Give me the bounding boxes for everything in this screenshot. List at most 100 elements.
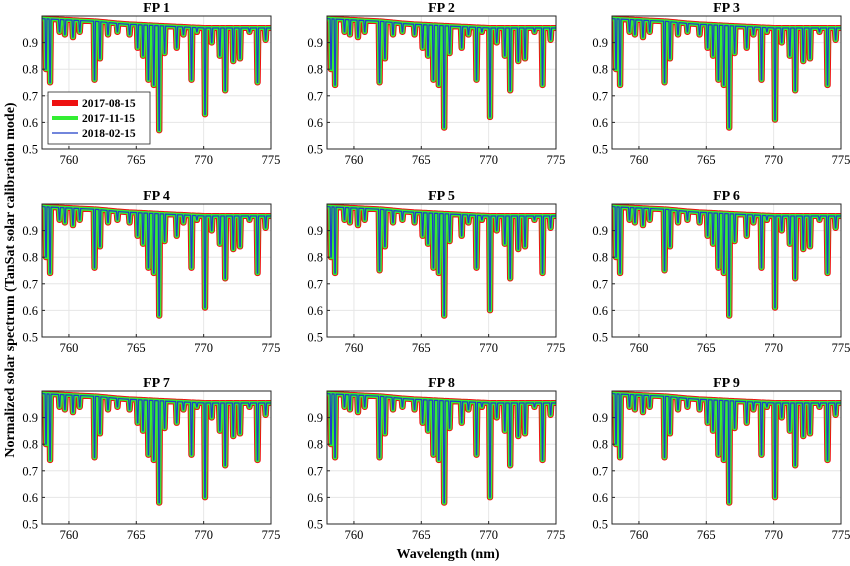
x-tick-label: 770 [194, 341, 213, 355]
spectra [327, 16, 556, 131]
axes-frame [611, 15, 842, 150]
y-tick-label: 0.9 [22, 224, 38, 238]
y-tick-label: 0.5 [22, 331, 38, 345]
y-tick-label: 0.7 [592, 464, 608, 478]
y-tick-label: 0.6 [592, 304, 608, 318]
y-tick-label: 0.5 [22, 143, 38, 157]
y-tick-label: 0.5 [592, 143, 608, 157]
panel-fp-1: 760 765 770 775 0.5 0.6 0.7 0.8 0.9 FP 1 2017-08-1… [22, 1, 280, 167]
x-tick-label: 760 [630, 153, 649, 167]
x-tick-label: 770 [479, 341, 498, 355]
y-tick-label: 0.6 [307, 304, 323, 318]
series-2018-02-15-line [327, 393, 556, 504]
y-tick-label: 0.7 [307, 277, 323, 291]
legend-label: 2017-08-15 [82, 98, 136, 110]
y-tick-label: 0.9 [592, 411, 608, 425]
y-tick-label: 0.9 [592, 224, 608, 238]
spectra [612, 391, 841, 506]
x-tick-label: 775 [262, 153, 281, 167]
panel-title: FP 3 [713, 1, 740, 16]
panel-fp-6: 760 765 770 775 0.5 0.6 0.7 0.8 0.9 FP 6 [592, 189, 850, 355]
x-tick-label: 760 [60, 341, 79, 355]
y-tick-label: 0.6 [592, 116, 608, 130]
x-tick-label: 775 [547, 528, 566, 542]
x-tick-label: 765 [127, 153, 146, 167]
panel-fp-5: 760 765 770 775 0.5 0.6 0.7 0.8 0.9 FP 5 [307, 189, 565, 355]
y-tick-label: 0.9 [307, 411, 323, 425]
y-tick-label: 0.7 [307, 464, 323, 478]
axes-frame [326, 203, 557, 338]
x-tick-label: 760 [345, 153, 364, 167]
panel-grid: 760 765 770 775 0.5 0.6 0.7 0.8 0.9 FP 1 2017-08-1… [22, 1, 850, 542]
y-tick-label: 0.7 [22, 89, 38, 103]
y-tick-label: 0.7 [592, 277, 608, 291]
panel-title: FP 1 [143, 1, 170, 16]
legend: 2017-08-15 2017-11-15 2018-02-15 [47, 91, 151, 145]
legend-label: 2017-11-15 [82, 113, 135, 125]
panel-title: FP 5 [428, 189, 455, 204]
y-tick-label: 0.7 [307, 89, 323, 103]
y-tick-label: 0.5 [592, 331, 608, 345]
panel-fp-4: 760 765 770 775 0.5 0.6 0.7 0.8 0.9 FP 4 [22, 189, 280, 355]
spectra [612, 16, 841, 131]
y-axis-label: Normalized solar spectrum (TanSat solar … [3, 102, 18, 458]
y-tick-label: 0.9 [307, 36, 323, 50]
y-tick-label: 0.6 [22, 304, 38, 318]
x-tick-label: 775 [832, 341, 850, 355]
axes-frame [611, 390, 842, 525]
x-tick-label: 770 [479, 528, 498, 542]
y-tick-label: 0.8 [22, 251, 38, 265]
x-tick-label: 765 [412, 341, 431, 355]
x-tick-label: 760 [345, 528, 364, 542]
panel-title: FP 9 [713, 376, 740, 391]
x-tick-label: 770 [764, 528, 783, 542]
spectra [42, 391, 271, 506]
x-tick-label: 775 [547, 341, 566, 355]
y-tick-label: 0.8 [307, 251, 323, 265]
y-tick-label: 0.8 [592, 438, 608, 452]
x-tick-label: 760 [630, 341, 649, 355]
y-tick-label: 0.5 [307, 143, 323, 157]
y-tick-label: 0.8 [22, 438, 38, 452]
panel-title: FP 6 [713, 189, 740, 204]
x-tick-label: 770 [479, 153, 498, 167]
x-tick-label: 770 [194, 528, 213, 542]
legend-label: 2018-02-15 [82, 128, 136, 140]
y-tick-label: 0.5 [307, 518, 323, 532]
y-tick-label: 0.8 [307, 438, 323, 452]
y-tick-label: 0.7 [22, 464, 38, 478]
axes-frame [41, 15, 272, 150]
y-tick-label: 0.8 [22, 63, 38, 77]
panel-fp-7: 760 765 770 775 0.5 0.6 0.7 0.8 0.9 FP 7 [22, 376, 280, 542]
x-tick-label: 765 [412, 528, 431, 542]
y-tick-label: 0.9 [22, 411, 38, 425]
x-tick-label: 770 [764, 341, 783, 355]
y-tick-label: 0.5 [22, 518, 38, 532]
y-tick-label: 0.7 [22, 277, 38, 291]
series-2018-02-15-line [612, 18, 841, 129]
series-2018-02-15-line [327, 18, 556, 129]
series-2018-02-15-line [612, 393, 841, 504]
x-tick-label: 775 [547, 153, 566, 167]
x-tick-label: 765 [127, 341, 146, 355]
x-tick-label: 775 [832, 153, 850, 167]
x-tick-label: 760 [345, 341, 364, 355]
series-2018-02-15-line [42, 393, 271, 504]
x-tick-label: 765 [697, 153, 716, 167]
axes-frame [41, 390, 272, 525]
x-tick-label: 765 [697, 341, 716, 355]
y-tick-label: 0.8 [307, 63, 323, 77]
x-tick-label: 760 [630, 528, 649, 542]
y-tick-label: 0.9 [307, 224, 323, 238]
axes-frame [611, 203, 842, 338]
y-tick-label: 0.8 [592, 251, 608, 265]
x-tick-label: 775 [832, 528, 850, 542]
y-tick-label: 0.7 [592, 89, 608, 103]
y-tick-label: 0.6 [307, 491, 323, 505]
x-tick-label: 765 [412, 153, 431, 167]
x-tick-label: 765 [127, 528, 146, 542]
x-tick-label: 770 [764, 153, 783, 167]
y-tick-label: 0.8 [592, 63, 608, 77]
x-tick-label: 765 [697, 528, 716, 542]
